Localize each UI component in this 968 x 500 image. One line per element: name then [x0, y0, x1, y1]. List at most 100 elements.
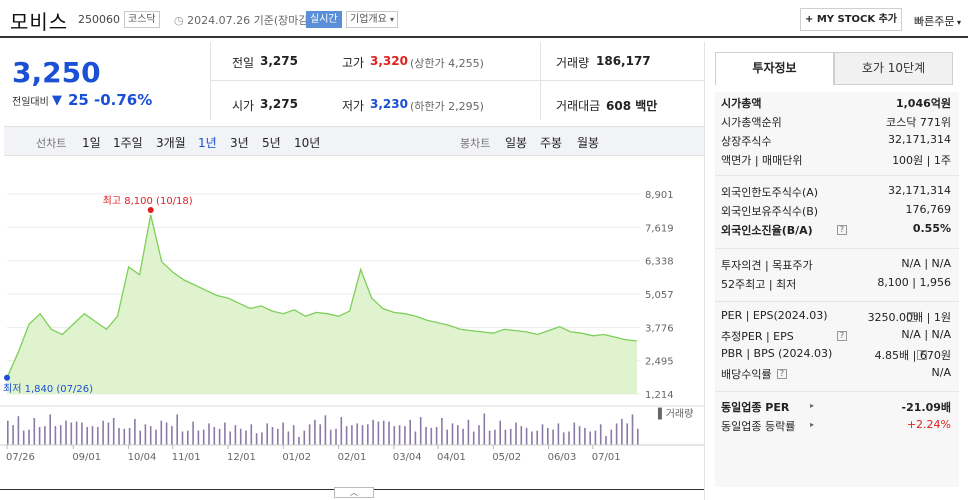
tab-orderbook[interactable]: 호가 10단계 [834, 52, 953, 85]
volume-bar [329, 429, 332, 445]
info-row: 외국인소진율(B/A)? 0.55% [721, 222, 951, 241]
info-value: 32,171,314 [888, 133, 951, 146]
y-tick-label: 6,338 [645, 257, 674, 268]
mystock-add-button[interactable]: + MY STOCK 추가 [800, 8, 902, 31]
volume-bar [578, 426, 581, 445]
volume-bar [102, 420, 104, 445]
info-value: -21.09배 [901, 401, 951, 414]
lower-limit: (하한가 2,295) [410, 100, 484, 113]
price-summary: 3,250 전일대비 ▼ 25 -0.76% [4, 42, 207, 120]
volume-bar [213, 427, 216, 445]
info-value: N/A | N/A [901, 257, 951, 270]
volume-value: 186,177 [596, 54, 651, 68]
help-icon[interactable]: ? [777, 369, 787, 379]
company-info-button[interactable]: 기업개요 ▾ [346, 11, 399, 28]
candle-daily[interactable]: 일봉 [505, 136, 528, 150]
volume-bar [509, 428, 512, 445]
help-icon[interactable]: ? [907, 312, 917, 322]
volume-bar [409, 419, 411, 445]
volume-bar [38, 427, 41, 445]
chevron-down-icon: ▾ [954, 18, 962, 27]
y-tick-label: 2,495 [645, 357, 674, 368]
info-value: 176,769 [905, 203, 952, 216]
volume-bar [134, 418, 136, 445]
info-row: 외국인한도주식수(A) 32,171,314 [721, 184, 951, 203]
divider [715, 175, 959, 176]
info-value: +2.24% [906, 418, 951, 431]
x-tick-label: 05/02 [492, 452, 521, 463]
volume-bar [54, 426, 57, 445]
x-tick-label: 10/04 [128, 452, 157, 463]
help-icon[interactable]: ▸ [809, 420, 814, 429]
collapse-chart-handle[interactable]: ︿ [334, 487, 374, 498]
volume-bar [504, 429, 507, 445]
volume-bar [398, 425, 401, 445]
volume-bar [319, 424, 321, 445]
divider [715, 391, 959, 392]
info-row: 배당수익률? N/A [721, 366, 951, 385]
volume-bar [568, 431, 570, 445]
volume-bar [457, 425, 459, 445]
candle-weekly[interactable]: 주봉 [540, 136, 563, 150]
x-tick-label: 01/02 [282, 452, 311, 463]
volume-bar [589, 431, 591, 445]
info-value: 0.55% [912, 222, 951, 235]
volume-bar [637, 428, 639, 445]
volume-bar [308, 424, 311, 445]
period-3m[interactable]: 3개월 [156, 136, 186, 150]
x-tick-label: 03/04 [393, 452, 422, 463]
period-1y[interactable]: 1년 [198, 136, 217, 150]
volume-bar [441, 418, 443, 445]
info-table-bg [715, 92, 959, 487]
investment-info-panel: 투자정보 호가 10단계 시가총액 1,046억원 시가총액순위 코스닥 771위 상장… [704, 42, 968, 500]
volume-bar [361, 425, 364, 445]
volume-bar [208, 423, 210, 445]
base-date-text: 2024.07.26 기준(장마감) [187, 14, 313, 27]
volume-bar [250, 424, 253, 445]
volume-bar [531, 431, 533, 445]
help-icon[interactable]: ? [837, 225, 847, 235]
help-icon[interactable]: ? [837, 331, 847, 341]
volume-bar [171, 426, 173, 445]
volume-bar [314, 419, 316, 445]
help-icon[interactable]: ? [917, 350, 927, 360]
quick-order-button[interactable]: 빠른주문 ▾ [914, 13, 961, 29]
volume-bar [298, 436, 300, 445]
volume-bar [218, 428, 221, 445]
info-key: 시가총액 [721, 97, 762, 110]
volume-bar [33, 418, 36, 445]
stock-code: 250060 [78, 13, 120, 26]
volume-bar [255, 433, 258, 445]
volume-bar [552, 429, 554, 445]
divider [715, 301, 959, 302]
info-row: 시가총액 1,046억원 [721, 95, 951, 114]
volume-bar [446, 429, 448, 445]
diff-percent: -0.76% [94, 91, 153, 109]
period-1d[interactable]: 1일 [82, 136, 101, 150]
volume-bar [224, 422, 226, 445]
tab-investment-info[interactable]: 투자정보 [715, 52, 834, 85]
period-3y[interactable]: 3년 [230, 136, 249, 150]
candle-monthly[interactable]: 월봉 [577, 136, 600, 150]
volume-bar [631, 414, 634, 445]
diff-value: 25 [68, 91, 89, 109]
x-tick-label: 09/01 [72, 452, 101, 463]
realtime-badge[interactable]: 실시간 [306, 11, 342, 28]
volume-bar [488, 430, 491, 445]
volume-bar [467, 419, 470, 445]
chevron-down-icon: ▾ [390, 15, 395, 24]
upper-limit: (상한가 4,255) [410, 57, 484, 70]
period-10y[interactable]: 10년 [294, 136, 321, 150]
price-chart[interactable]: 8,901 7,619 6,338 5,057 3,776 2,495 1,214 최고 8,… [0, 170, 704, 490]
help-icon[interactable]: ▸ [809, 401, 814, 410]
period-selector: 선차트 1일 1주일 3개월 1년 3년 5년 10년 봉차트 일봉 주봉 월봉 [4, 126, 704, 156]
current-price: 3,250 [12, 56, 101, 89]
period-1w[interactable]: 1주일 [113, 136, 143, 150]
prev-label: 전일 [232, 56, 255, 70]
divider [715, 248, 959, 249]
info-value: N/A [931, 366, 951, 379]
volume-bar [22, 430, 25, 445]
period-5y[interactable]: 5년 [262, 136, 281, 150]
volume-bar [28, 429, 30, 445]
volume-bar [419, 417, 422, 445]
